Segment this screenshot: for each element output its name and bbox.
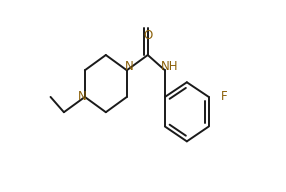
Text: N: N — [78, 90, 87, 103]
Text: F: F — [221, 90, 227, 103]
Text: NH: NH — [161, 60, 178, 73]
Text: N: N — [125, 60, 134, 73]
Text: O: O — [143, 29, 152, 42]
